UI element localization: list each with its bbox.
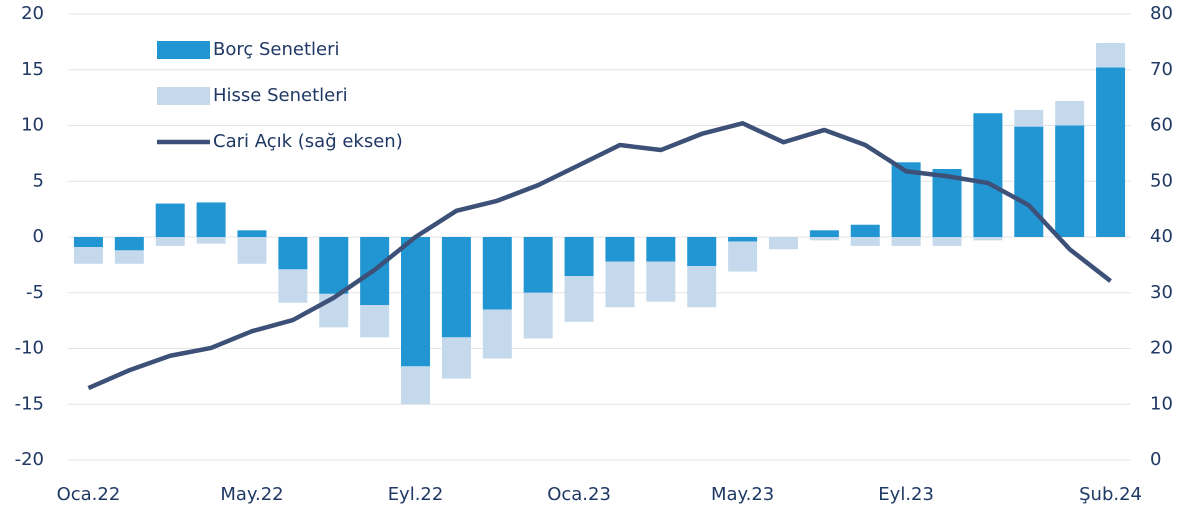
bar (319, 237, 349, 294)
bar (441, 237, 471, 338)
x-tick-label: Oca.23 (547, 484, 611, 505)
legend-label: Hisse Senetleri (213, 85, 348, 106)
y-tick-label: -5 (26, 282, 44, 303)
bar (401, 366, 431, 405)
x-tick-label: Şub.24 (1079, 484, 1142, 505)
bar (155, 203, 185, 237)
bar (114, 250, 144, 264)
bar (850, 224, 880, 237)
bar (564, 237, 594, 277)
bar (973, 237, 1003, 241)
y-tick-label: 15 (21, 59, 44, 80)
bar (73, 247, 103, 264)
line (87, 121, 1112, 391)
bar (932, 237, 962, 246)
bar (605, 237, 635, 262)
x-tick-label: May.23 (711, 484, 774, 505)
bar (809, 230, 839, 237)
bar (1096, 42, 1126, 68)
y-tick-label: -15 (15, 393, 44, 414)
y2-tick-label: 30 (1150, 282, 1173, 303)
bar (523, 237, 553, 293)
legend-label: Borç Senetleri (213, 39, 340, 60)
bar (278, 269, 308, 303)
bar (687, 237, 717, 266)
x-tick-label: Eyl.22 (388, 484, 444, 505)
y2-tick-label: 60 (1150, 115, 1173, 136)
bar (1055, 100, 1085, 126)
y2-tick-label: 10 (1150, 393, 1173, 414)
bar (196, 202, 226, 237)
bar (237, 237, 267, 264)
bar (728, 237, 758, 242)
bar (278, 237, 308, 270)
bar (196, 237, 226, 244)
bar (1014, 126, 1044, 237)
y-tick-label: -10 (15, 338, 44, 359)
bar (155, 237, 185, 246)
legend-swatch (157, 41, 210, 59)
bar (891, 162, 921, 237)
bar (360, 305, 390, 338)
bar (1096, 67, 1126, 238)
y-tick-label: 5 (33, 170, 44, 191)
bar (891, 237, 921, 246)
bar (73, 237, 103, 248)
bar (401, 237, 431, 367)
bar (441, 337, 471, 379)
y-tick-label: 0 (33, 226, 44, 247)
bar (687, 265, 717, 308)
bar (482, 237, 512, 310)
y-tick-label: 20 (21, 3, 44, 24)
y2-tick-label: 70 (1150, 59, 1173, 80)
bar (237, 230, 267, 237)
bar (1014, 109, 1044, 127)
y-tick-label: -20 (15, 449, 44, 470)
bar (932, 168, 962, 237)
legend-label: Cari Açık (sağ eksen) (213, 131, 403, 152)
legend-swatch (157, 87, 210, 105)
bar (605, 261, 635, 308)
bar (114, 237, 144, 251)
x-tick-label: May.22 (220, 484, 283, 505)
bar (728, 241, 758, 272)
bar (973, 113, 1003, 237)
bar (850, 237, 880, 246)
y-tick-label: 10 (21, 115, 44, 136)
bar (564, 276, 594, 322)
bar (809, 237, 839, 241)
y2-tick-label: 40 (1150, 226, 1173, 247)
bar (482, 309, 512, 359)
y2-tick-label: 20 (1150, 338, 1173, 359)
x-tick-label: Oca.22 (57, 484, 121, 505)
bar (646, 261, 676, 302)
bar (523, 292, 553, 339)
bar (646, 237, 676, 262)
bar (768, 237, 798, 250)
y2-tick-label: 80 (1150, 3, 1173, 24)
y2-tick-label: 50 (1150, 170, 1173, 191)
x-tick-label: Eyl.23 (878, 484, 934, 505)
bar (1055, 125, 1085, 237)
y2-tick-label: 0 (1150, 449, 1161, 470)
